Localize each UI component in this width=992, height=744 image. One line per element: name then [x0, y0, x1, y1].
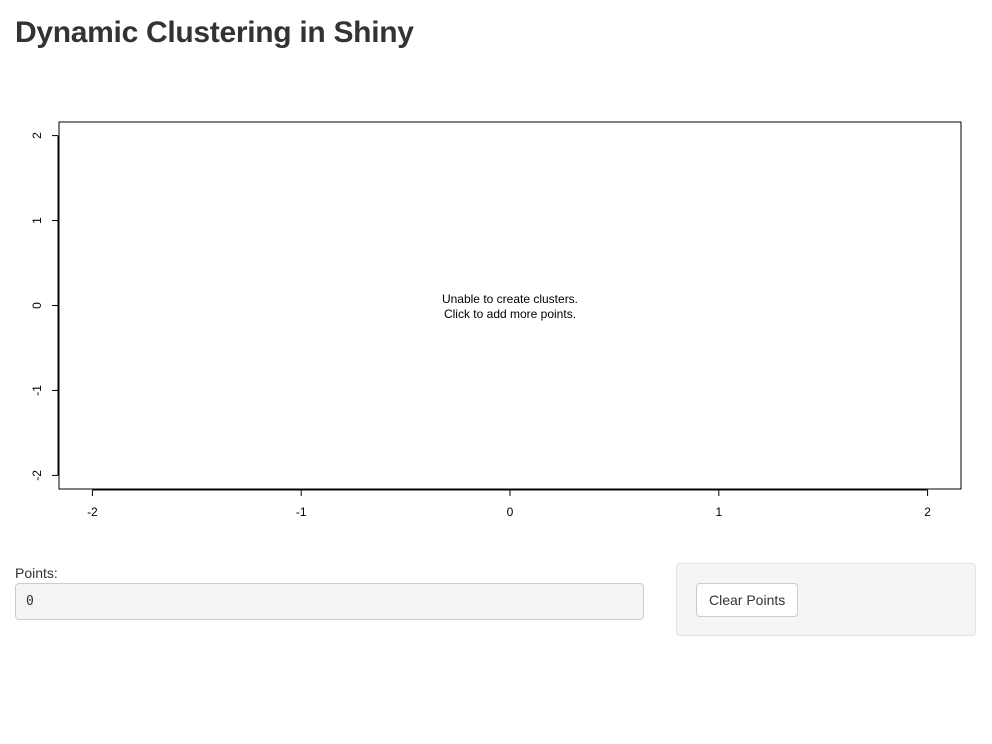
- y-tick-label: 0: [30, 302, 44, 309]
- points-count-output: 0: [15, 583, 644, 620]
- x-tick-label: 2: [924, 505, 931, 519]
- plot-message-line1: Unable to create clusters.: [442, 292, 578, 306]
- clear-points-button[interactable]: Clear Points: [696, 583, 799, 617]
- y-tick-label: 2: [30, 132, 44, 139]
- y-tick-label: -2: [30, 470, 44, 481]
- x-tick-label: -1: [296, 505, 307, 519]
- x-tick-label: 1: [715, 505, 722, 519]
- y-axis: -2 -1 0 1 2: [30, 132, 59, 481]
- plot-frame: [58, 121, 962, 490]
- page-title: Dynamic Clustering in Shiny: [15, 16, 414, 49]
- x-axis: -2 -1 0 1 2: [87, 489, 931, 519]
- y-tick-label: -1: [30, 385, 44, 396]
- x-tick-label: 0: [507, 505, 514, 519]
- x-tick-label: -2: [87, 505, 98, 519]
- y-tick-label: 1: [30, 217, 44, 224]
- points-label: Points:: [15, 565, 58, 581]
- plot-canvas[interactable]: -2 -1 0 1 2 -2 -1 0 1 2 Unable to create cluster…: [0, 100, 992, 540]
- plot-message-line2: Click to add more points.: [444, 307, 576, 321]
- cluster-plot[interactable]: -2 -1 0 1 2 -2 -1 0 1 2 Unable to create cluster…: [0, 100, 992, 540]
- sidebar-panel: Clear Points: [676, 563, 976, 636]
